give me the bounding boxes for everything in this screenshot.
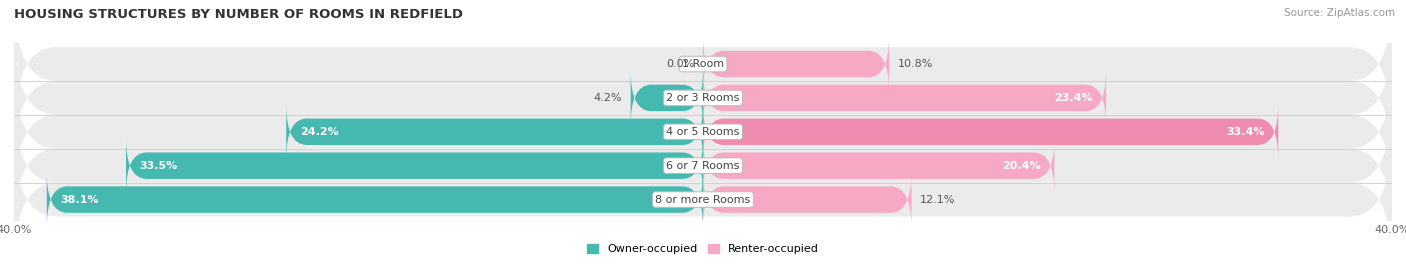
Text: 4 or 5 Rooms: 4 or 5 Rooms [666,127,740,137]
Text: 4.2%: 4.2% [593,93,621,103]
Text: 8 or more Rooms: 8 or more Rooms [655,194,751,204]
Text: 6 or 7 Rooms: 6 or 7 Rooms [666,161,740,171]
FancyBboxPatch shape [46,172,703,227]
Legend: Owner-occupied, Renter-occupied: Owner-occupied, Renter-occupied [586,244,820,254]
Text: 38.1%: 38.1% [60,194,98,204]
FancyBboxPatch shape [703,138,1054,193]
Text: Source: ZipAtlas.com: Source: ZipAtlas.com [1284,8,1395,18]
Text: 23.4%: 23.4% [1053,93,1092,103]
FancyBboxPatch shape [287,104,703,159]
Text: 10.8%: 10.8% [897,59,934,69]
FancyBboxPatch shape [127,138,703,193]
Text: HOUSING STRUCTURES BY NUMBER OF ROOMS IN REDFIELD: HOUSING STRUCTURES BY NUMBER OF ROOMS IN… [14,8,463,21]
Text: 1 Room: 1 Room [682,59,724,69]
FancyBboxPatch shape [703,172,911,227]
FancyBboxPatch shape [703,37,889,91]
Text: 12.1%: 12.1% [920,194,956,204]
FancyBboxPatch shape [703,104,1278,159]
FancyBboxPatch shape [703,70,1107,125]
FancyBboxPatch shape [14,0,1392,132]
Text: 0.0%: 0.0% [666,59,695,69]
FancyBboxPatch shape [631,70,703,125]
Text: 2 or 3 Rooms: 2 or 3 Rooms [666,93,740,103]
FancyBboxPatch shape [14,30,1392,166]
FancyBboxPatch shape [14,132,1392,267]
Text: 33.5%: 33.5% [139,161,179,171]
Text: 20.4%: 20.4% [1002,161,1040,171]
Text: 24.2%: 24.2% [299,127,339,137]
FancyBboxPatch shape [14,64,1392,200]
FancyBboxPatch shape [14,98,1392,233]
Text: 33.4%: 33.4% [1226,127,1264,137]
